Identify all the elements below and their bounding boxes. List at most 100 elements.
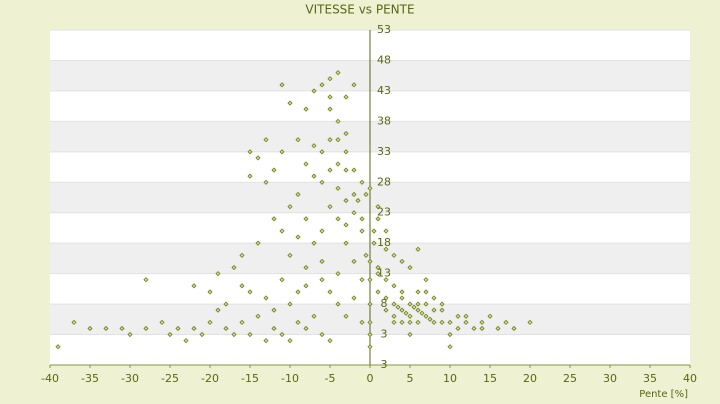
point: [375, 271, 381, 277]
point: [303, 161, 309, 167]
x-tick-label: 35: [643, 372, 657, 385]
point: [495, 325, 501, 332]
point: [239, 252, 245, 258]
point: [311, 173, 317, 179]
point: [367, 331, 373, 338]
point: [447, 344, 453, 350]
y-tick-label: 48: [377, 53, 391, 66]
x-tick-label: -35: [81, 372, 99, 385]
y-tick-label: 28: [377, 175, 391, 188]
point: [343, 222, 349, 228]
y-tick-label: 3: [381, 328, 388, 341]
point: [359, 228, 365, 234]
point: [247, 149, 253, 155]
point: [319, 82, 325, 88]
x-tick-label: 10: [443, 372, 457, 385]
point: [271, 167, 277, 173]
point: [319, 277, 325, 283]
point: [359, 179, 365, 185]
point: [375, 204, 381, 210]
point: [263, 295, 269, 301]
point: [363, 191, 369, 198]
point: [351, 167, 357, 173]
point: [191, 283, 197, 289]
x-tick-label: 30: [603, 372, 617, 385]
point: [479, 325, 485, 332]
point: [303, 325, 309, 332]
point: [419, 310, 425, 316]
point: [423, 301, 429, 307]
y-tick-label: 13: [377, 267, 391, 280]
point: [247, 331, 253, 338]
point: [455, 313, 461, 319]
point: [343, 149, 349, 155]
point: [455, 325, 461, 332]
point: [359, 277, 365, 283]
point: [263, 137, 269, 143]
point: [415, 289, 421, 295]
point: [271, 307, 277, 313]
point: [487, 313, 493, 319]
point: [311, 313, 317, 319]
point: [311, 143, 317, 149]
point: [335, 185, 341, 191]
point: [431, 295, 437, 301]
x-tick-label: 20: [523, 372, 537, 385]
point: [415, 301, 421, 307]
point: [415, 307, 421, 313]
point: [359, 216, 365, 222]
x-tick-label: -5: [325, 372, 336, 385]
point: [207, 319, 213, 325]
point: [287, 301, 293, 307]
point: [87, 325, 93, 332]
point: [335, 137, 341, 143]
point: [327, 106, 333, 112]
point: [399, 307, 405, 313]
point: [359, 319, 365, 325]
point: [335, 216, 341, 222]
point: [143, 325, 149, 332]
point: [415, 319, 421, 325]
point: [311, 240, 317, 246]
point: [367, 301, 373, 307]
point: [335, 301, 341, 307]
point: [463, 313, 469, 319]
point: [391, 313, 397, 319]
point: [479, 319, 485, 325]
point: [215, 307, 221, 313]
point: [255, 240, 261, 246]
point: [271, 325, 277, 332]
point: [367, 277, 373, 283]
y-tick-label: 43: [377, 84, 391, 97]
point: [439, 307, 445, 313]
point: [295, 289, 301, 295]
point: [395, 304, 401, 310]
point: [327, 94, 333, 100]
x-tick-label: -25: [161, 372, 179, 385]
point: [223, 325, 229, 332]
x-tick-label: -10: [281, 372, 299, 385]
point: [231, 331, 237, 338]
point: [399, 289, 405, 295]
point: [239, 319, 245, 325]
point: [119, 325, 125, 332]
x-tick-label: -20: [201, 372, 219, 385]
point: [423, 277, 429, 283]
point: [327, 338, 333, 344]
point: [311, 88, 317, 94]
point: [231, 264, 237, 271]
point: [319, 149, 325, 155]
point: [343, 130, 349, 137]
chart-title: VITESSE vs PENTE: [305, 3, 414, 17]
point: [391, 252, 397, 258]
point: [351, 295, 357, 301]
point: [335, 161, 341, 167]
point: [343, 240, 349, 246]
point: [287, 100, 293, 106]
point: [247, 173, 253, 179]
point: [303, 283, 309, 289]
point: [383, 277, 389, 283]
point: [371, 240, 377, 246]
point: [363, 252, 369, 258]
point: [279, 228, 285, 234]
